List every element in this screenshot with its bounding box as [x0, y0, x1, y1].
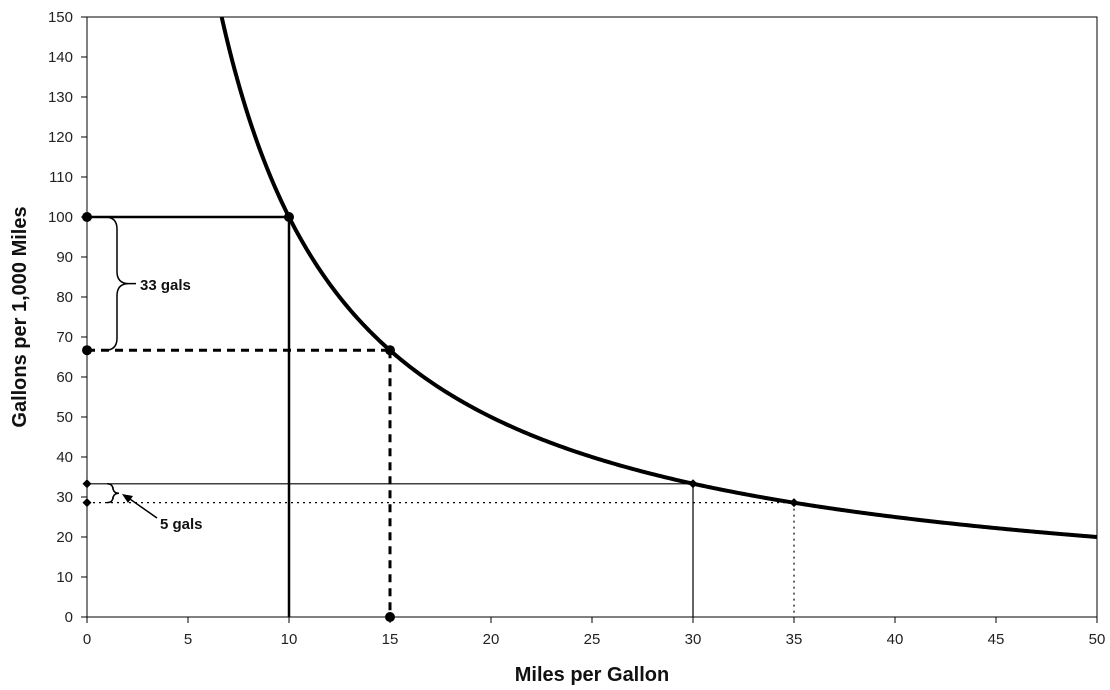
data-point — [688, 479, 698, 489]
data-point — [82, 345, 92, 356]
y-tick-label: 130 — [48, 89, 73, 106]
x-axis-title: Miles per Gallon — [515, 664, 669, 686]
x-tick-label: 20 — [483, 631, 500, 648]
reference-lines — [87, 215, 795, 617]
y-axis-title: Gallons per 1,000 Miles — [9, 206, 31, 427]
data-point — [284, 212, 294, 222]
data-point — [82, 479, 92, 489]
markers — [82, 212, 799, 622]
y-tick-label: 150 — [48, 9, 73, 26]
y-tick-label: 100 — [48, 209, 73, 226]
data-point — [789, 498, 799, 508]
x-tick-label: 5 — [184, 631, 192, 648]
y-tick-label: 80 — [56, 289, 73, 306]
y-tick-label: 120 — [48, 129, 73, 146]
x-tick-label: 0 — [83, 631, 91, 648]
y-tick-label: 70 — [56, 329, 73, 346]
brace-annotations — [104, 216, 158, 519]
data-point — [385, 345, 395, 356]
y-tick-label: 10 — [56, 569, 73, 586]
y-tick-label: 0 — [65, 609, 73, 626]
brace — [106, 483, 120, 504]
x-tick-label: 25 — [584, 631, 601, 648]
y-tick-label: 60 — [56, 369, 73, 386]
annotation-5-gals: 5 gals — [160, 516, 203, 533]
arrow-head — [122, 494, 133, 503]
x-tick-label: 10 — [281, 631, 298, 648]
x-tick-label: 30 — [685, 631, 702, 648]
annotation-33-gals: 33 gals — [140, 277, 191, 294]
x-tick-label: 45 — [988, 631, 1005, 648]
y-tick-label: 20 — [56, 529, 73, 546]
annotation-arrow — [126, 496, 158, 519]
data-point — [82, 498, 92, 508]
x-tick-label: 40 — [887, 631, 904, 648]
x-tick-label: 15 — [382, 631, 399, 648]
x-tick-label: 35 — [786, 631, 803, 648]
plot-area — [86, 16, 1098, 618]
y-tick-label: 30 — [56, 489, 73, 506]
y-tick-label: 110 — [49, 169, 73, 186]
y-tick-label: 140 — [48, 49, 73, 66]
y-tick-label: 90 — [56, 249, 73, 266]
y-tick-label: 50 — [56, 409, 73, 426]
x-tick-label: 50 — [1089, 631, 1106, 648]
y-axis: 0 10 20 30 40 50 60 70 80 90 100 110 120 130 140 150 — [48, 9, 87, 626]
y-tick-label: 40 — [56, 449, 73, 466]
curve-line — [219, 16, 1098, 539]
x-axis: 0 5 10 15 20 25 30 35 40 45 50 — [83, 617, 1106, 648]
